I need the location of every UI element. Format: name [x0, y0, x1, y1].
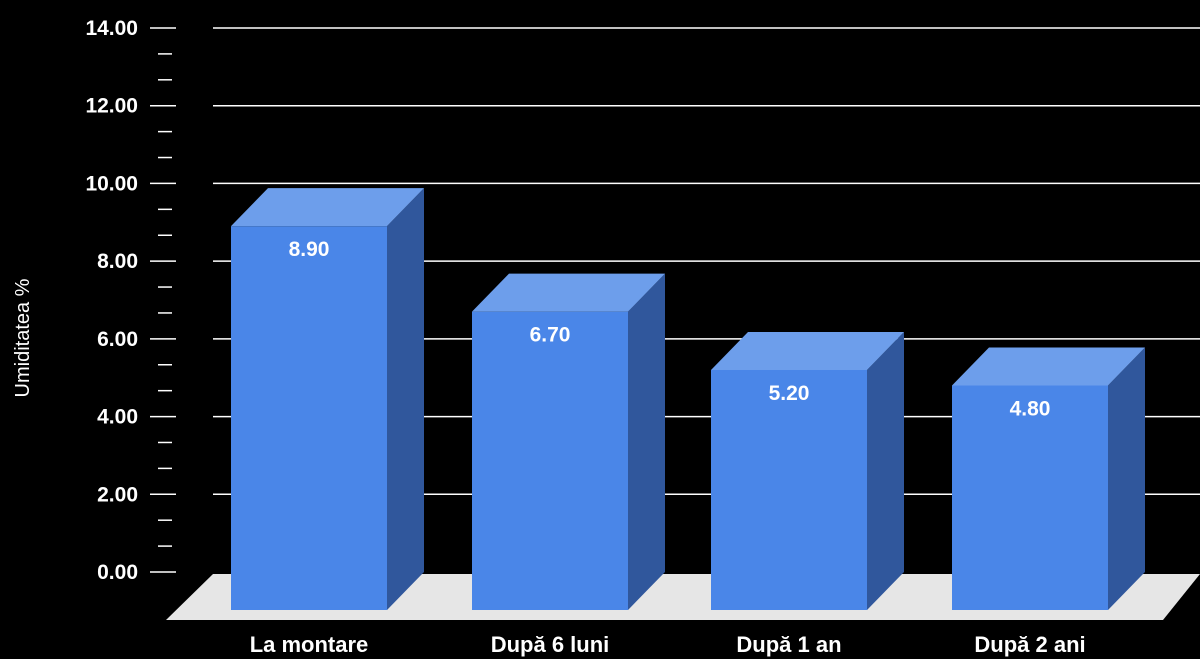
y-tick-label: 10.00	[85, 172, 138, 195]
bars: 8.90 6.70 5.20 4.80	[231, 188, 1145, 610]
y-tick-label: 8.00	[97, 250, 138, 273]
x-category-label: După 2 ani	[974, 632, 1085, 657]
bar-top-face	[711, 331, 904, 370]
x-category-label: După 1 an	[736, 632, 841, 657]
y-tick-label: 12.00	[85, 95, 138, 118]
x-category-label: La montare	[250, 632, 369, 657]
bar-side-face	[867, 331, 904, 610]
chart-floor	[166, 574, 1200, 620]
bar-value-label: 5.20	[769, 382, 810, 405]
y-tick-label: 2.00	[97, 483, 138, 506]
bar-side-face	[1108, 347, 1145, 610]
bar-top-face	[952, 347, 1145, 386]
y-tick-label: 0.00	[97, 561, 138, 584]
bar-front-face	[231, 226, 387, 610]
bar: 6.70	[472, 273, 665, 610]
bar-top-face	[231, 188, 424, 227]
bar-value-label: 4.80	[1010, 397, 1051, 420]
bar-value-label: 6.70	[530, 324, 571, 347]
bar: 5.20	[711, 331, 904, 610]
y-tick-label: 6.00	[97, 328, 138, 351]
y-tick-label: 14.00	[85, 17, 138, 40]
bar-value-label: 8.90	[289, 238, 330, 261]
category-labels: La montare După 6 luni După 1 an După 2 ani	[250, 632, 1086, 657]
y-axis-title: Umiditatea %	[12, 278, 34, 397]
chart-floor-layer	[166, 574, 1200, 620]
x-category-label: După 6 luni	[491, 632, 610, 657]
bar-front-face	[952, 385, 1108, 610]
bar-side-face	[387, 188, 424, 610]
y-axis: 0.00 2.00 4.00 6.00 8.00 10.00 12.00 14.00	[85, 17, 176, 584]
bar-top-face	[472, 273, 665, 312]
bar-side-face	[628, 273, 665, 610]
bar-front-face	[711, 369, 867, 610]
bar: 8.90	[231, 188, 424, 610]
bar: 4.80	[952, 347, 1145, 610]
y-tick-label: 4.00	[97, 406, 138, 429]
bar-front-face	[472, 311, 628, 610]
